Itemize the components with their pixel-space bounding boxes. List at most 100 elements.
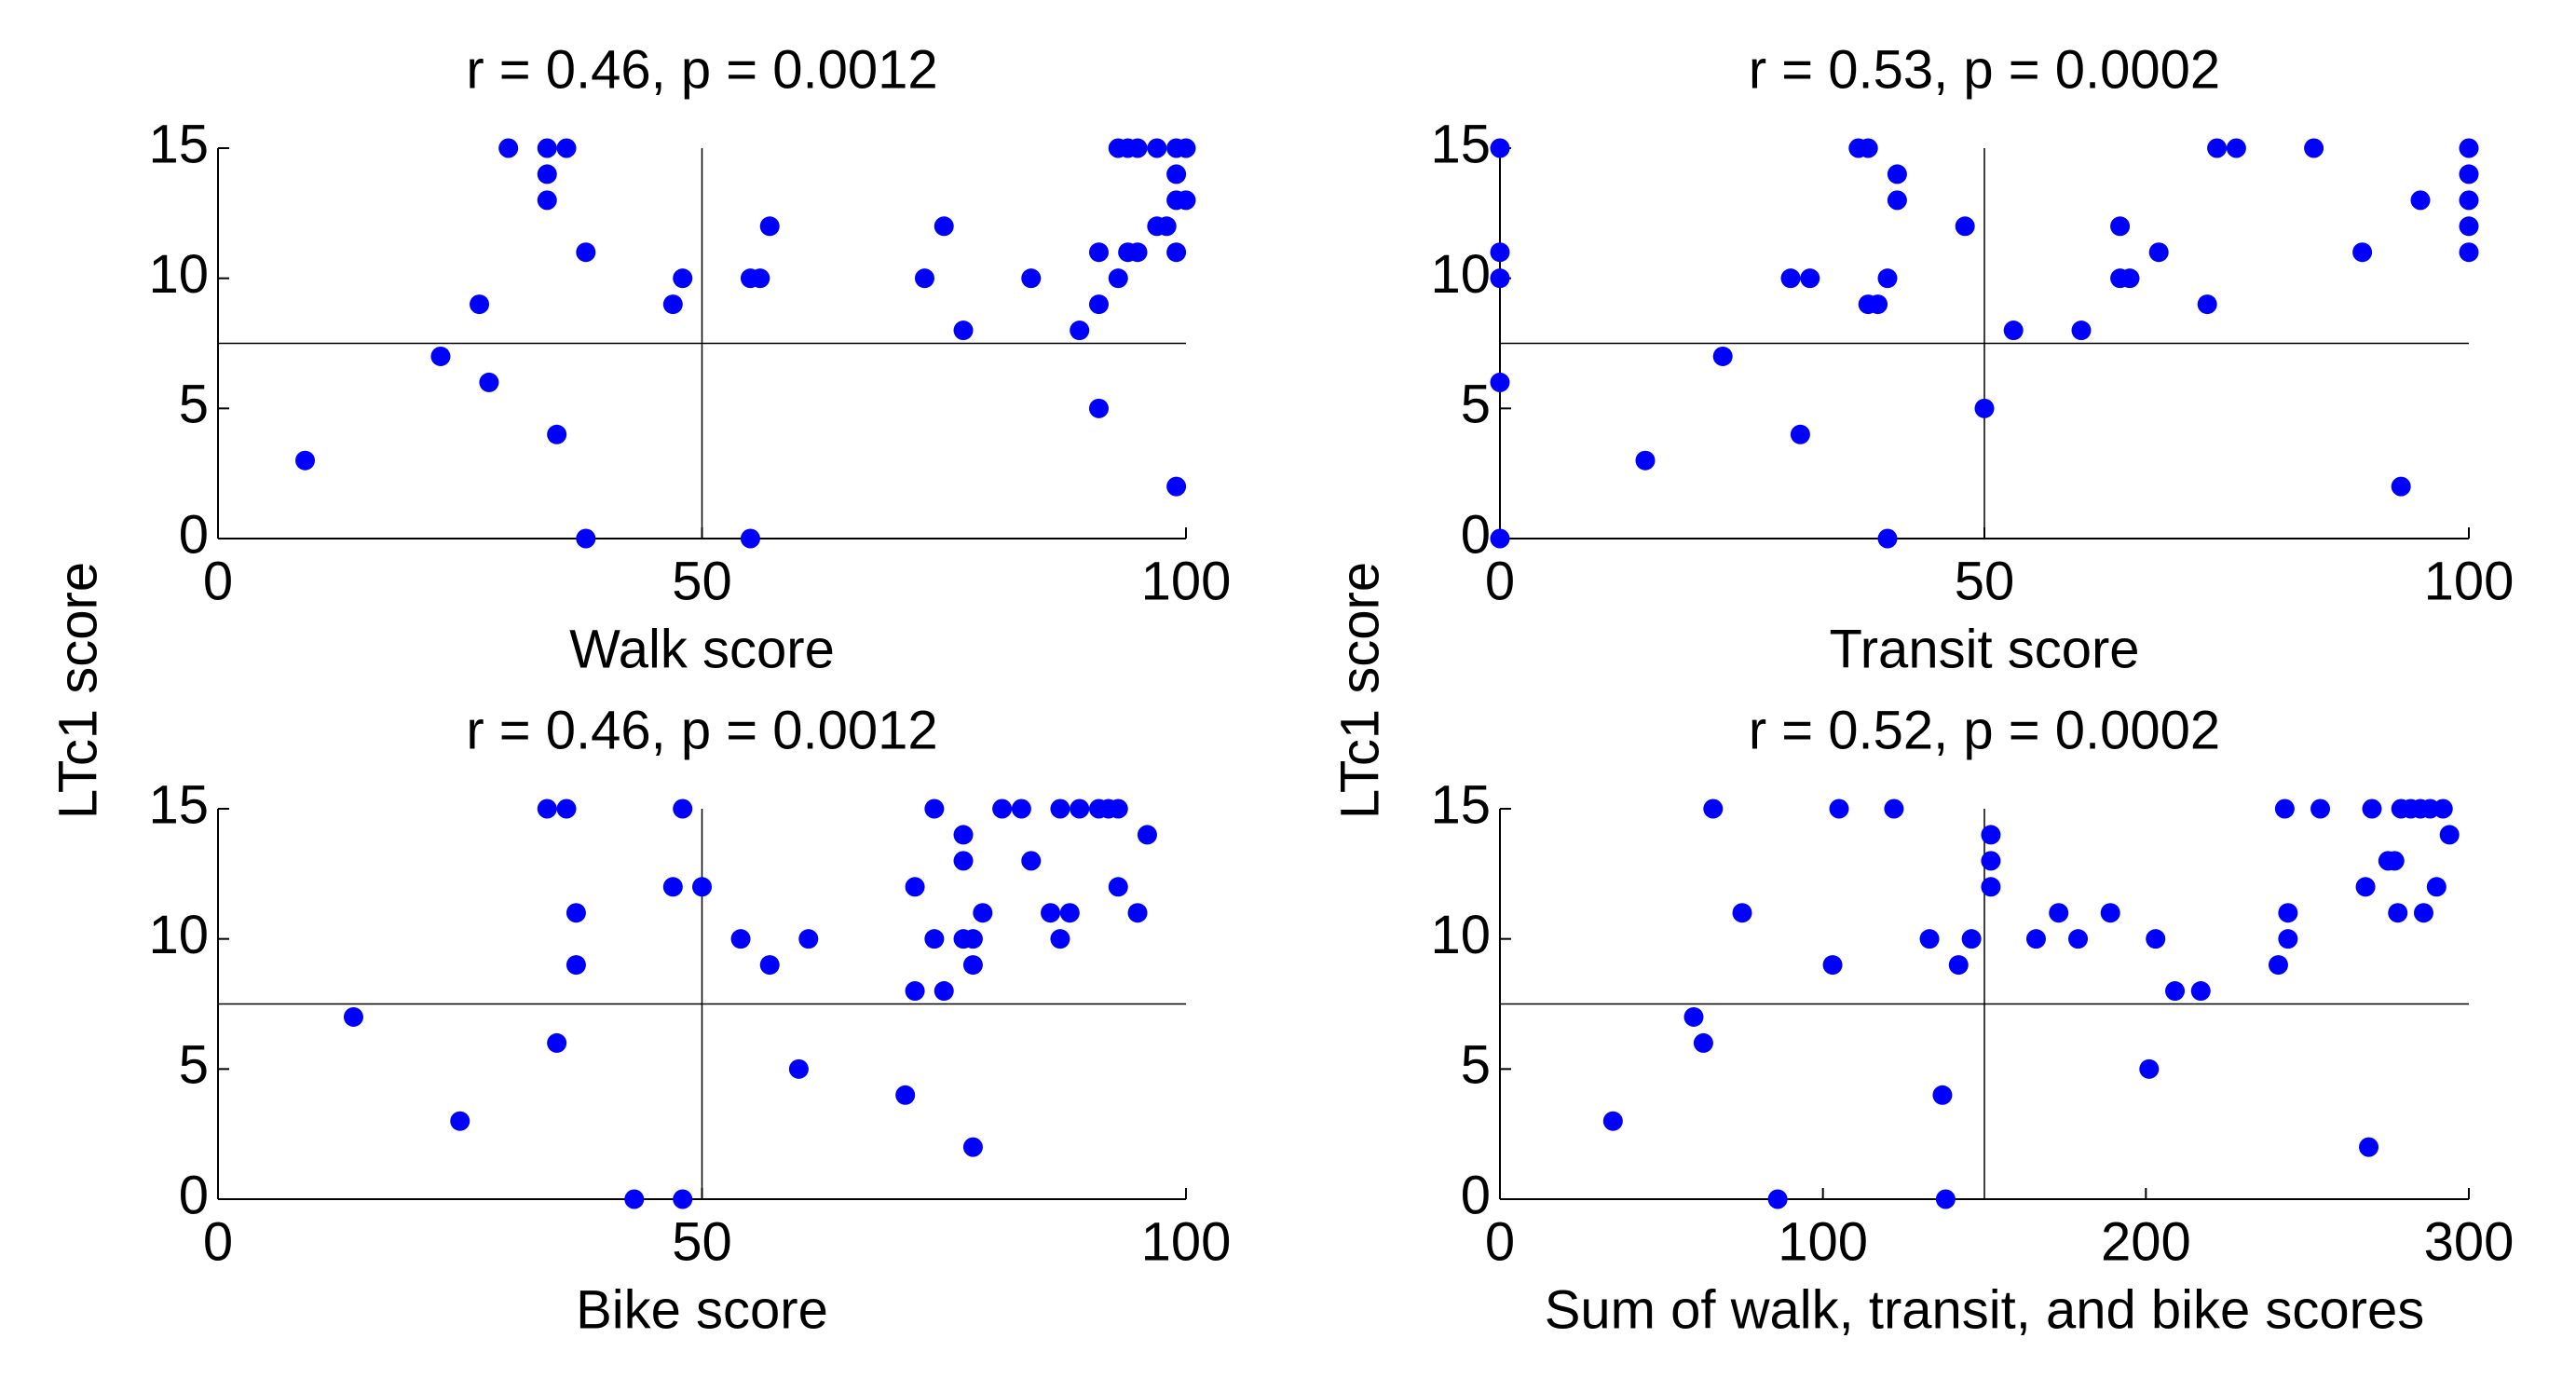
point: [430, 346, 451, 366]
x-tick-label: 100: [2424, 551, 2515, 611]
x-tick-label: 50: [672, 551, 732, 611]
point: [1490, 268, 1510, 289]
point: [498, 138, 519, 158]
y-tick-label: 5: [1461, 1035, 1491, 1096]
point: [962, 929, 983, 949]
point: [537, 190, 557, 211]
point: [1108, 799, 1128, 819]
point: [1088, 242, 1109, 263]
y-tick-label: 10: [148, 905, 209, 965]
point: [2226, 138, 2246, 158]
point: [662, 294, 683, 315]
x-axis-label: Sum of walk, transit, and bike scores: [1545, 1279, 2425, 1340]
point: [1829, 799, 1849, 819]
y-tick-label: 5: [179, 1035, 209, 1096]
x-axis-label: Walk score: [569, 619, 835, 679]
point: [788, 1058, 809, 1079]
point: [2025, 929, 2046, 949]
x-tick-label: 100: [1141, 1211, 1232, 1272]
y-tick-label: 0: [1461, 1165, 1491, 1225]
x-axis-label: Transit score: [1829, 619, 2139, 679]
point: [1127, 138, 1148, 158]
point: [1147, 138, 1167, 158]
point: [1490, 138, 1510, 158]
point: [1490, 242, 1510, 263]
x-tick-label: 0: [203, 551, 233, 611]
point: [2207, 138, 2228, 158]
point: [1932, 1085, 1953, 1105]
x-tick-label: 300: [2424, 1211, 2515, 1272]
point: [1050, 929, 1070, 949]
point: [2391, 476, 2411, 497]
point: [1166, 476, 1187, 497]
point: [2274, 799, 2295, 819]
point: [566, 903, 586, 923]
point: [1858, 138, 1878, 158]
y-tick-label: 10: [1430, 244, 1491, 305]
x-tick-label: 0: [1485, 1211, 1515, 1272]
point: [895, 1085, 916, 1105]
point: [1166, 242, 1187, 263]
point: [1884, 799, 1904, 819]
point: [547, 1032, 567, 1053]
point: [537, 799, 557, 819]
point: [973, 903, 993, 923]
point: [730, 929, 751, 949]
point: [1948, 955, 1969, 976]
point: [2197, 294, 2217, 315]
point: [1790, 424, 1810, 444]
y-axis-label: LTc1 score: [1329, 562, 1390, 819]
x-axis-label: Bike score: [576, 1279, 828, 1340]
point: [1021, 851, 1042, 871]
point: [1887, 190, 1907, 211]
point: [1050, 799, 1070, 819]
point: [905, 877, 925, 897]
point: [673, 799, 693, 819]
point: [1877, 528, 1898, 549]
x-tick-label: 200: [2101, 1211, 2191, 1272]
y-tick-label: 10: [1430, 905, 1491, 965]
x-tick-label: 100: [1778, 1211, 1868, 1272]
point: [2410, 190, 2431, 211]
point: [2310, 799, 2331, 819]
point: [1780, 268, 1801, 289]
point: [740, 528, 760, 549]
point: [1693, 1032, 1713, 1053]
point: [2459, 138, 2479, 158]
point: [1800, 268, 1820, 289]
point: [537, 164, 557, 184]
point: [1127, 903, 1148, 923]
x-tick-label: 50: [672, 1211, 732, 1272]
point: [1041, 903, 1061, 923]
point: [1868, 294, 1888, 315]
point: [537, 138, 557, 158]
point: [1887, 164, 1907, 184]
point: [759, 955, 780, 976]
point: [1981, 877, 2001, 897]
point: [1703, 799, 1724, 819]
point: [2426, 877, 2447, 897]
point: [759, 216, 780, 237]
point: [1955, 216, 1975, 237]
y-tick-label: 15: [1430, 774, 1491, 835]
point: [1021, 268, 1042, 289]
y-tick-label: 15: [148, 774, 209, 835]
point: [556, 138, 577, 158]
point: [2071, 321, 2092, 341]
point: [1822, 955, 1843, 976]
point: [556, 799, 577, 819]
chart-title: r = 0.52, p = 0.0002: [1749, 700, 2220, 760]
point: [576, 242, 596, 263]
point: [798, 929, 819, 949]
point: [2433, 799, 2453, 819]
point: [1156, 216, 1177, 237]
x-tick-label: 100: [1141, 551, 1232, 611]
point: [1602, 1111, 1623, 1131]
point: [1088, 398, 1109, 418]
point: [934, 981, 954, 1002]
point: [2068, 929, 2089, 949]
point: [2049, 903, 2069, 923]
point: [2278, 903, 2298, 923]
point: [673, 268, 693, 289]
point: [576, 528, 596, 549]
